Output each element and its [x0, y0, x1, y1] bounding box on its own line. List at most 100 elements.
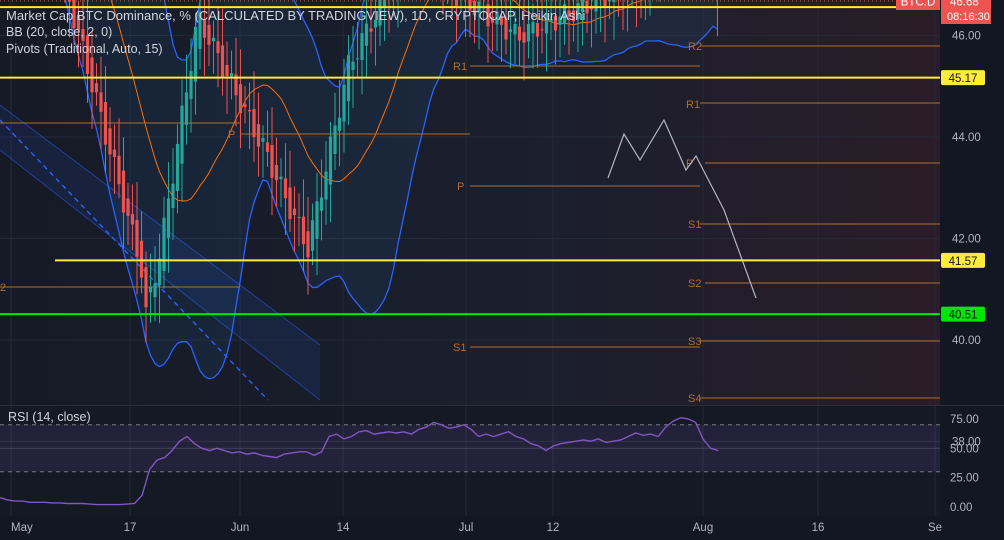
candle-body — [607, 0, 612, 2]
symbol-badge-text: BTC.D — [901, 0, 936, 8]
rsi-y-tick-label-2: 25.00 — [950, 473, 979, 485]
candle-body — [310, 220, 315, 251]
level-badge-text-41.57: 41.57 — [949, 256, 978, 268]
candle-body — [517, 26, 522, 41]
candle-body — [189, 70, 193, 100]
pivot-label-11: S4 — [688, 393, 701, 405]
pivot-label-7: S2 — [688, 278, 701, 290]
x-tick-label-3: 14 — [337, 522, 350, 534]
candle-body — [283, 178, 288, 199]
candle-body — [166, 198, 171, 239]
candle-body — [315, 201, 319, 239]
candle-body — [85, 35, 90, 75]
candle-body — [243, 104, 247, 107]
pivot-lines — [0, 45, 940, 399]
candle-body — [576, 3, 580, 19]
candle-body — [319, 197, 324, 211]
x-tick-label-4: Jul — [459, 522, 474, 534]
bb-basis-line — [110, 0, 644, 202]
x-tick-label-5: 12 — [547, 522, 560, 534]
bb-legend[interactable]: BB (20, close, 2, 0) — [6, 25, 113, 39]
candle-body — [238, 84, 243, 114]
x-tick-label-8: Se — [928, 522, 942, 534]
projection-path — [607, 118, 757, 299]
candle-body — [594, 0, 598, 12]
candle-body — [108, 128, 112, 155]
candle-body — [247, 110, 252, 112]
candle-body — [171, 183, 175, 209]
level-badge-text-45.17: 45.17 — [949, 73, 978, 85]
level-badge-45.17 — [941, 70, 985, 86]
candle-body — [126, 198, 130, 216]
candle-body — [355, 58, 360, 60]
rsi-y-tick-label-0: 75.00 — [950, 414, 979, 426]
pivots-legend[interactable]: Pivots (Traditional, Auto, 15) — [6, 42, 163, 56]
chart-legend: Market Cap BTC Dominance, % (CALCULATED … — [6, 7, 585, 58]
x-tick-label-7: 16 — [812, 522, 825, 534]
pivot-label-4: P — [457, 181, 464, 193]
rsi-line — [0, 416, 719, 506]
pivot-label-6: S1 — [688, 219, 701, 231]
candle-body — [324, 171, 328, 200]
candle-body — [162, 217, 166, 271]
candle-body — [526, 24, 531, 42]
price-badge — [941, 0, 991, 24]
y-tick-label-6: 40.00 — [952, 335, 981, 347]
rsi-y-tick-label-3: 0.00 — [950, 502, 972, 514]
candle-body — [198, 11, 202, 49]
candle-body — [202, 19, 207, 38]
candle-body — [229, 73, 234, 77]
candle-body — [234, 74, 238, 96]
bb-fill — [65, 0, 718, 379]
regression-channel-upper — [0, 104, 321, 346]
rsi-band-fill — [0, 424, 940, 472]
candle-body — [553, 15, 558, 31]
candle-body — [504, 18, 508, 40]
candle-body — [220, 45, 225, 77]
candle-body — [490, 16, 495, 23]
candle-body — [567, 10, 571, 17]
candle-body — [216, 41, 220, 54]
chart-title: Market Cap BTC Dominance, % (CALCULATED … — [6, 8, 586, 23]
grid — [0, 0, 940, 516]
candle-body — [580, 0, 585, 13]
candle-body — [117, 155, 121, 185]
candle-body — [454, 0, 459, 6]
time-axis-background — [0, 516, 1004, 540]
candles — [64, 0, 718, 343]
candle-body — [382, 0, 387, 8]
candle-body — [279, 176, 283, 180]
price-axis-background — [940, 0, 1004, 540]
candle-body — [180, 105, 184, 164]
candle-body — [531, 22, 535, 34]
candle-body — [562, 4, 567, 24]
level-badge-41.57 — [941, 252, 985, 268]
candle-body — [144, 267, 148, 308]
candle-body — [333, 125, 337, 154]
pivot-label-0: R2 — [688, 41, 702, 53]
x-tick-label-2: Jun — [231, 522, 250, 534]
pivot-label-10: 2 — [0, 282, 6, 294]
candle-body — [306, 231, 310, 258]
candle-body — [535, 23, 540, 37]
candle-body — [364, 23, 369, 46]
rsi-legend[interactable]: RSI (14, close) — [8, 410, 91, 424]
candle-body — [360, 33, 364, 60]
candle-body — [99, 92, 103, 112]
pivot-label-2: P — [228, 129, 235, 141]
candle-body — [328, 136, 333, 185]
y-tick-label-4: 44.00 — [952, 132, 981, 144]
candle-body — [72, 0, 76, 29]
candle-body — [225, 64, 229, 76]
candle-body — [288, 187, 292, 220]
candle-body — [90, 57, 94, 93]
candle-body — [351, 61, 355, 70]
candle-body — [130, 214, 135, 225]
candle-body — [252, 109, 256, 138]
candle-body — [373, 19, 378, 28]
candle-body — [292, 208, 297, 216]
candle-body — [81, 29, 85, 41]
candle-body — [513, 23, 517, 35]
candle-body — [193, 26, 198, 82]
